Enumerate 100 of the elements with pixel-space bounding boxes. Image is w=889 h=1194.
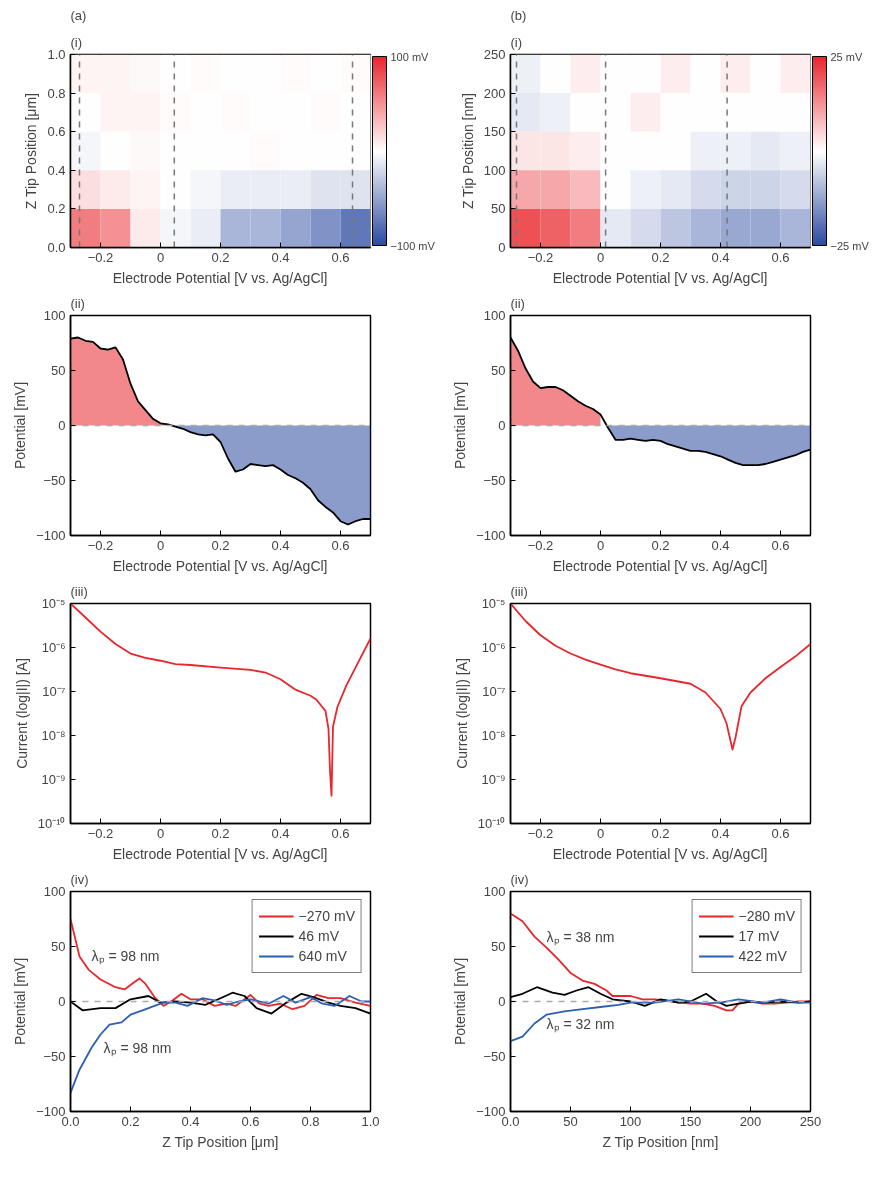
y-tick-label: 50 xyxy=(491,939,506,954)
y-tick-label: 100 xyxy=(483,162,506,178)
legend-label: 422 mV xyxy=(738,948,787,964)
x-tick-label: 0.4 xyxy=(271,249,290,265)
y-tick-label: 50 xyxy=(491,363,506,378)
y-tick-label: 0.2 xyxy=(47,201,66,217)
y-tick-label: 10⁻⁶ xyxy=(481,640,506,655)
y-tick-label: 10⁻⁶ xyxy=(41,640,66,655)
y-tick-label: 10⁻⁷ xyxy=(482,684,506,699)
y-tick-label: 10⁻⁷ xyxy=(42,684,66,699)
y-tick-label: 10⁻⁸ xyxy=(481,728,506,743)
annotation: λₚ = 32 nm xyxy=(546,1015,615,1033)
x-tick-label: 0.2 xyxy=(651,825,670,841)
annotation: λₚ = 38 nm xyxy=(546,928,615,946)
chart-title: (b) xyxy=(510,7,527,23)
legend-label: 46 mV xyxy=(298,928,340,944)
x-tick-label: 0.6 xyxy=(241,1113,260,1129)
y-axis-title: Z Tip Position [nm] xyxy=(459,93,476,210)
y-tick-label: 50 xyxy=(491,201,506,217)
x-tick-label: 100 xyxy=(619,1113,642,1129)
y-axis-title: Potential [mV] xyxy=(452,381,469,470)
x-tick-label: 0 xyxy=(156,249,165,265)
y-tick-label: 10⁻¹⁰ xyxy=(477,816,506,831)
y-tick-label: 250 xyxy=(483,47,506,62)
color-bar-label: −100 mV xyxy=(390,239,436,252)
x-tick-label: −0.2 xyxy=(527,825,554,841)
y-tick-label: 10⁻⁹ xyxy=(41,772,66,787)
x-tick-label: 150 xyxy=(679,1113,702,1129)
y-tick-label: 0 xyxy=(498,418,506,433)
chart-title: (iii) xyxy=(70,583,88,599)
y-axis-title: Z Tip Position [μm] xyxy=(23,93,40,210)
y-tick-label: 50 xyxy=(51,939,66,954)
x-tick-label: 0.2 xyxy=(121,1113,140,1129)
y-tick-label: 1.0 xyxy=(47,47,66,62)
x-tick-label: 0 xyxy=(156,537,165,553)
x-axis-title: Electrode Potential [V vs. Ag/AgCl] xyxy=(552,557,768,574)
y-axis-title: Current (log|I|) [A] xyxy=(13,658,30,769)
annotation: λₚ = 98 nm xyxy=(91,948,160,966)
x-tick-label: −0.2 xyxy=(87,537,114,553)
chart-subtitle: (i) xyxy=(70,34,83,50)
y-tick-label: 0 xyxy=(58,418,66,433)
x-tick-label: −0.2 xyxy=(527,249,554,265)
chart-title: (iv) xyxy=(70,871,89,887)
x-tick-label: 0.6 xyxy=(771,537,790,553)
x-tick-label: 0.4 xyxy=(711,249,730,265)
x-tick-label: 0.2 xyxy=(211,537,230,553)
x-tick-label: 0.2 xyxy=(651,537,670,553)
y-tick-label: −50 xyxy=(43,1049,66,1064)
y-tick-label: 10⁻¹⁰ xyxy=(37,816,66,831)
x-axis-title: Electrode Potential [V vs. Ag/AgCl] xyxy=(112,557,328,574)
x-tick-label: 1.0 xyxy=(361,1113,380,1129)
x-tick-label: 0 xyxy=(596,537,605,553)
legend-label: 640 mV xyxy=(298,948,347,964)
x-tick-label: 50 xyxy=(563,1113,578,1129)
x-tick-label: 200 xyxy=(739,1113,762,1129)
x-tick-label: 0.2 xyxy=(211,249,230,265)
y-axis-title: Potential [mV] xyxy=(12,381,29,470)
y-axis-title: Potential [mV] xyxy=(452,957,469,1046)
x-axis-title: Z Tip Position [μm] xyxy=(162,1133,279,1150)
y-tick-label: 50 xyxy=(51,363,66,378)
chart-title: (iv) xyxy=(510,871,529,887)
x-tick-label: −0.2 xyxy=(87,249,114,265)
y-tick-label: 100 xyxy=(43,884,66,899)
x-tick-label: 0 xyxy=(156,825,165,841)
x-axis-title: Electrode Potential [V vs. Ag/AgCl] xyxy=(552,845,768,862)
annotation: λₚ = 98 nm xyxy=(103,1039,172,1057)
x-axis-title: Z Tip Position [nm] xyxy=(602,1133,719,1150)
x-tick-label: 250 xyxy=(799,1113,822,1129)
legend-label: −280 mV xyxy=(738,908,795,924)
y-tick-label: 100 xyxy=(43,308,66,323)
chart-subtitle: (i) xyxy=(510,34,523,50)
legend-label: 17 mV xyxy=(738,928,780,944)
y-tick-label: 150 xyxy=(483,124,506,140)
y-tick-label: 0 xyxy=(58,994,66,1009)
y-tick-label: −100 xyxy=(476,528,506,543)
y-axis-title: Current (log|I|) [A] xyxy=(453,658,470,769)
color-bar-label: 25 mV xyxy=(830,50,863,63)
legend-label: −270 mV xyxy=(298,908,355,924)
x-tick-label: 0.6 xyxy=(331,249,350,265)
y-tick-label: 10⁻⁹ xyxy=(481,772,506,787)
y-tick-label: −50 xyxy=(483,473,506,488)
y-tick-label: 0.4 xyxy=(47,162,66,178)
x-tick-label: 0.6 xyxy=(771,249,790,265)
x-tick-label: 0 xyxy=(596,249,605,265)
y-axis-title: Potential [mV] xyxy=(12,957,29,1046)
x-tick-label: 0.8 xyxy=(301,1113,320,1129)
y-tick-label: 200 xyxy=(483,85,506,101)
x-tick-label: 0.2 xyxy=(651,249,670,265)
x-axis-title: Electrode Potential [V vs. Ag/AgCl] xyxy=(112,269,328,286)
x-tick-label: 0.4 xyxy=(711,537,730,553)
x-tick-label: 0.4 xyxy=(271,825,290,841)
y-tick-label: −50 xyxy=(43,473,66,488)
chart-title: (iii) xyxy=(510,583,528,599)
y-tick-label: −100 xyxy=(36,528,66,543)
color-bar-label: 100 mV xyxy=(390,50,430,63)
x-tick-label: −0.2 xyxy=(87,825,114,841)
chart-title: (a) xyxy=(70,7,87,23)
y-tick-label: 100 xyxy=(483,308,506,323)
y-tick-label: 0.8 xyxy=(47,85,66,101)
x-axis-title: Electrode Potential [V vs. Ag/AgCl] xyxy=(552,269,768,286)
